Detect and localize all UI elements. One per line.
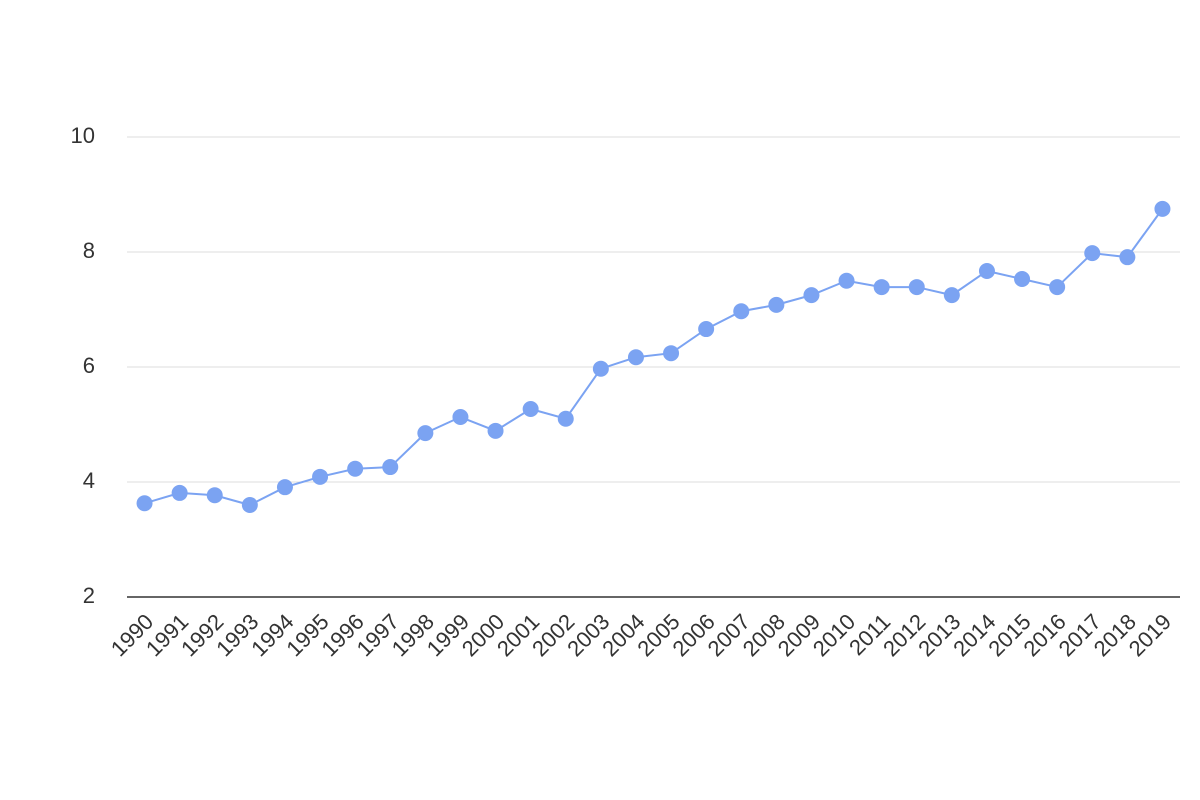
point: [417, 425, 434, 442]
point: [627, 349, 644, 366]
y-tick-label: 4: [83, 468, 95, 493]
y-tick-label: 2: [83, 583, 95, 608]
x-tick-label: 2019: [1124, 609, 1176, 661]
point: [768, 296, 785, 313]
point: [943, 287, 960, 304]
point: [522, 400, 539, 417]
point: [978, 262, 995, 279]
point: [733, 303, 750, 320]
point: [1084, 245, 1101, 262]
point: [1154, 200, 1171, 217]
point: [171, 484, 188, 501]
y-tick-label: 6: [83, 353, 95, 378]
point: [1014, 271, 1031, 288]
point: [136, 495, 153, 512]
series-line: [144, 208, 1164, 507]
point: [803, 287, 820, 304]
point: [312, 468, 329, 485]
point: [698, 321, 715, 338]
point: [347, 460, 364, 477]
y-tick-label: 8: [83, 238, 95, 263]
point: [838, 272, 855, 289]
point: [241, 497, 258, 513]
point: [908, 279, 925, 296]
point: [487, 422, 504, 439]
y-tick-label: 10: [71, 123, 95, 148]
point: [1049, 279, 1066, 296]
point: [276, 479, 293, 496]
point: [663, 345, 680, 362]
point: [557, 410, 574, 427]
point: [206, 487, 223, 504]
point: [592, 360, 609, 377]
point: [1119, 249, 1136, 266]
point: [382, 459, 399, 476]
point: [452, 409, 469, 426]
point: [873, 279, 890, 296]
